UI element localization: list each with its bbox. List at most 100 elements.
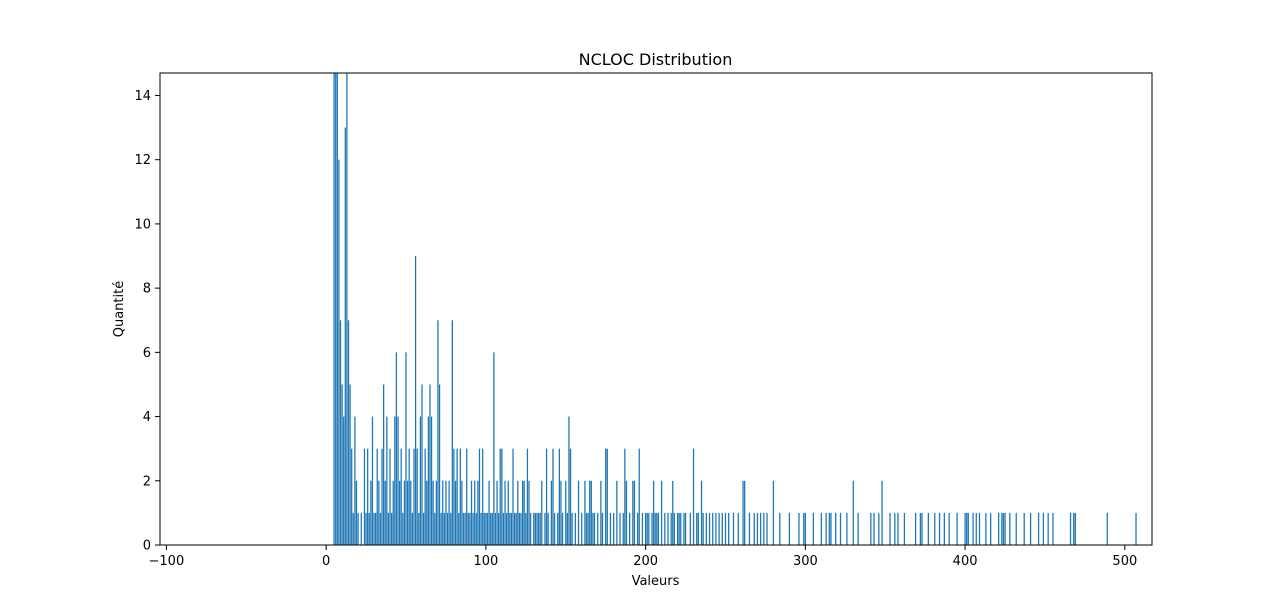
bar-70 [437,320,439,545]
bar-180 [613,512,615,545]
bar-330 [852,480,854,545]
bar-83 [458,512,460,545]
bar-437 [1023,512,1025,545]
bar-402 [967,512,969,545]
bar-120 [517,480,519,545]
bar-68 [434,512,436,545]
bar-123 [521,480,524,545]
bar-143 [553,512,556,545]
bar-126 [526,448,529,545]
bar-117 [512,448,514,545]
x-axis-label: Valeurs [632,574,680,589]
x-tick-label: 0 [322,554,330,569]
bar-175 [605,448,607,545]
bar-93 [474,480,476,545]
bar-187 [624,448,626,545]
x-tick-label: 100 [473,554,498,569]
bar-134 [539,512,541,545]
bar-381 [934,512,936,545]
bar-204 [651,512,653,545]
x-tick-label: −100 [149,554,185,569]
bar-97 [480,512,482,545]
bar-75 [445,480,447,545]
bar-168 [593,512,596,545]
bar-507 [1135,512,1137,545]
bar-238 [705,512,707,545]
bar-38 [386,416,388,545]
bar-235 [700,480,703,545]
bar-51 [406,480,409,545]
bar-346 [878,512,880,545]
bar-132 [536,512,538,545]
bar-9 [339,320,342,545]
bar-305 [812,512,814,545]
bar-94 [475,512,477,545]
bar-77 [448,480,450,545]
bar-78 [450,512,452,545]
bar-290 [788,512,791,545]
bar-46 [398,480,401,545]
bar-41 [390,512,393,545]
bar-369 [914,512,917,545]
bar-244 [715,512,717,545]
bar-186 [622,512,624,545]
bar-421 [998,512,1000,545]
bar-43 [394,416,396,545]
bar-198 [641,512,644,545]
bar-116 [510,512,513,545]
bar-218 [673,512,676,545]
plot-frame [159,72,1153,546]
bar-172 [600,480,602,545]
bar-122 [520,512,522,545]
bar-31 [375,512,377,545]
bar-57 [416,448,418,545]
bar-139 [547,512,549,545]
bar-49 [403,480,406,545]
bar-148 [561,512,564,545]
bar-205 [652,480,655,545]
bar-65 [429,384,431,545]
bar-441 [1029,512,1032,545]
bar-127 [528,480,530,545]
bar-232 [696,512,698,545]
bar-407 [975,512,977,545]
y-axis-ticks: 0 2 4 6 8 10 12 14 [134,89,160,554]
bar-7 [336,73,338,545]
bar-125 [525,512,527,545]
bar-262 [744,480,746,545]
bar-15 [349,384,351,545]
bar-258 [737,512,739,545]
bar-224 [683,512,685,545]
bar-137 [544,512,546,545]
bar-64 [427,416,430,545]
bar-44 [395,352,398,545]
bar-121 [518,512,521,545]
bar-170 [597,512,599,545]
bar-55 [413,448,415,545]
bar-163 [585,512,588,545]
y-tick-label: 4 [143,410,151,425]
bar-58 [418,512,420,545]
bar-214 [667,512,669,545]
bar-128 [529,512,532,545]
bar-29 [371,416,374,545]
bar-274 [763,512,765,545]
bar-356 [894,512,896,545]
bar-138 [545,448,548,545]
bar-106 [494,512,497,545]
bar-40 [389,448,391,545]
bar-100 [485,512,487,545]
bar-84 [459,448,461,545]
bar-90 [469,512,471,545]
bar-82 [456,448,458,545]
bar-428 [1009,512,1011,545]
bar-62 [424,448,426,545]
bar-39 [387,512,390,545]
bar-24 [363,448,366,545]
bar-89 [467,512,469,545]
bar-373 [921,512,923,545]
bar-384 [938,512,941,545]
bar-25 [365,512,367,545]
bar-315 [828,512,830,545]
bar-110 [501,448,503,545]
